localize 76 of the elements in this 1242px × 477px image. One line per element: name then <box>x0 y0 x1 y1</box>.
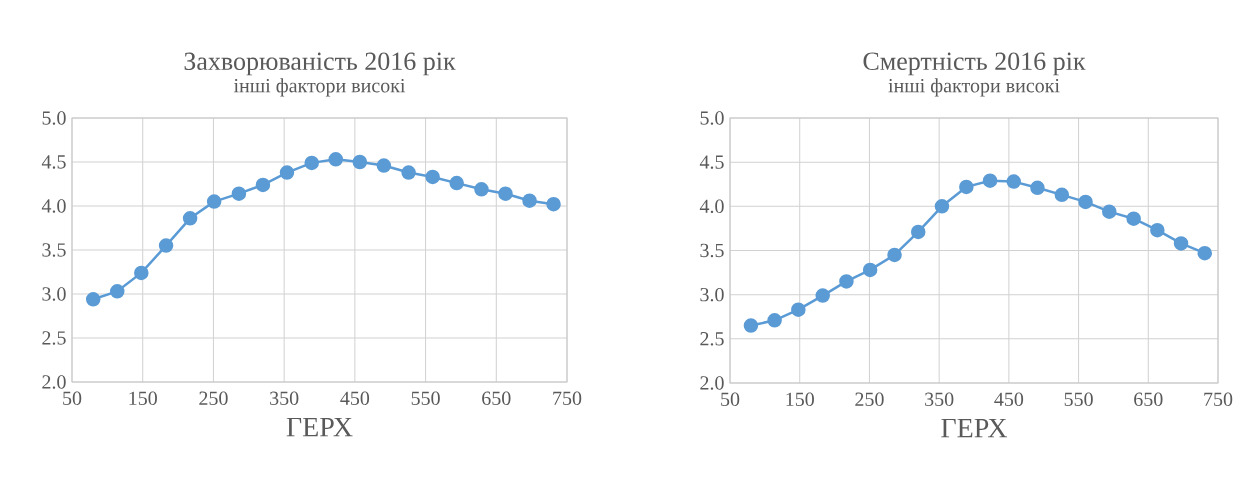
point <box>182 211 198 226</box>
point <box>255 177 271 193</box>
x-axis-title: ГЕРХ <box>941 418 1008 438</box>
point <box>982 173 998 188</box>
x-tick-label: 750 <box>553 391 582 406</box>
point <box>1126 211 1141 226</box>
point <box>1030 180 1045 196</box>
point <box>1054 187 1070 203</box>
chart-title: Захворюваність 2016 рік <box>184 52 456 76</box>
point <box>279 165 295 180</box>
point <box>304 155 319 171</box>
point <box>474 182 489 197</box>
point <box>839 274 854 289</box>
point <box>546 196 561 212</box>
point <box>110 284 125 299</box>
point <box>85 292 101 307</box>
point <box>498 186 513 201</box>
x-tick-label: 450 <box>340 391 370 406</box>
chart-subtitle: інші фактори високі <box>888 78 1060 97</box>
y-tick-label: 3.5 <box>700 243 724 258</box>
point <box>887 247 902 263</box>
x-tick-label: 250 <box>855 392 884 407</box>
y-tick-label: 2.0 <box>700 376 724 390</box>
x-tick-label: 550 <box>411 391 440 406</box>
point <box>425 169 440 185</box>
x-tick-label: 150 <box>786 392 814 407</box>
point <box>743 318 759 333</box>
point <box>328 152 344 167</box>
y-tick-label: 5.0 <box>700 111 724 125</box>
y-tick-label: 2.5 <box>42 331 66 345</box>
point <box>934 199 950 214</box>
x-tick-label: 350 <box>925 392 954 407</box>
y-tick-label: 5.0 <box>42 111 66 125</box>
point <box>791 302 806 317</box>
point <box>959 179 974 195</box>
point <box>206 194 222 209</box>
y-tick-label: 2.5 <box>700 332 724 346</box>
x-tick-label: 50 <box>63 391 82 406</box>
y-tick-label: 3.0 <box>700 287 724 302</box>
point <box>352 154 368 170</box>
x-tick-label: 650 <box>482 391 511 406</box>
x-tick-label: 550 <box>1064 392 1093 407</box>
point <box>449 175 464 191</box>
point <box>910 224 926 240</box>
point <box>1150 222 1165 238</box>
y-tick-label: 2.0 <box>42 375 66 389</box>
x-tick-label: 250 <box>199 391 228 406</box>
point <box>401 165 416 180</box>
y-tick-label: 4.5 <box>41 155 66 169</box>
y-tick-label: 4.0 <box>699 199 724 214</box>
point <box>231 186 247 201</box>
point <box>158 238 174 253</box>
point <box>376 158 392 173</box>
point <box>1197 245 1213 261</box>
point <box>1078 194 1093 210</box>
x-tick-label: 150 <box>129 391 157 406</box>
chart-subtitle: інші фактори високі <box>233 78 406 97</box>
point <box>134 265 149 281</box>
y-tick-label: 3.0 <box>42 287 66 301</box>
y-tick-label: 4.5 <box>699 155 724 169</box>
y-tick-label: 3.5 <box>42 243 66 257</box>
point <box>1173 236 1189 251</box>
point <box>522 193 537 208</box>
point <box>862 262 878 278</box>
x-axis-title: ГЕРХ <box>286 417 353 437</box>
chart-title: Смертність 2016 рік <box>863 52 1086 76</box>
point <box>815 288 830 303</box>
x-tick-label: 650 <box>1134 392 1163 407</box>
x-tick-label: 750 <box>1204 392 1233 407</box>
x-tick-label: 50 <box>721 392 740 407</box>
point <box>767 313 782 328</box>
point <box>1102 204 1117 219</box>
y-tick-label: 4.0 <box>41 199 66 213</box>
point <box>1006 174 1021 189</box>
x-tick-label: 350 <box>270 391 299 406</box>
x-tick-label: 450 <box>994 392 1024 407</box>
